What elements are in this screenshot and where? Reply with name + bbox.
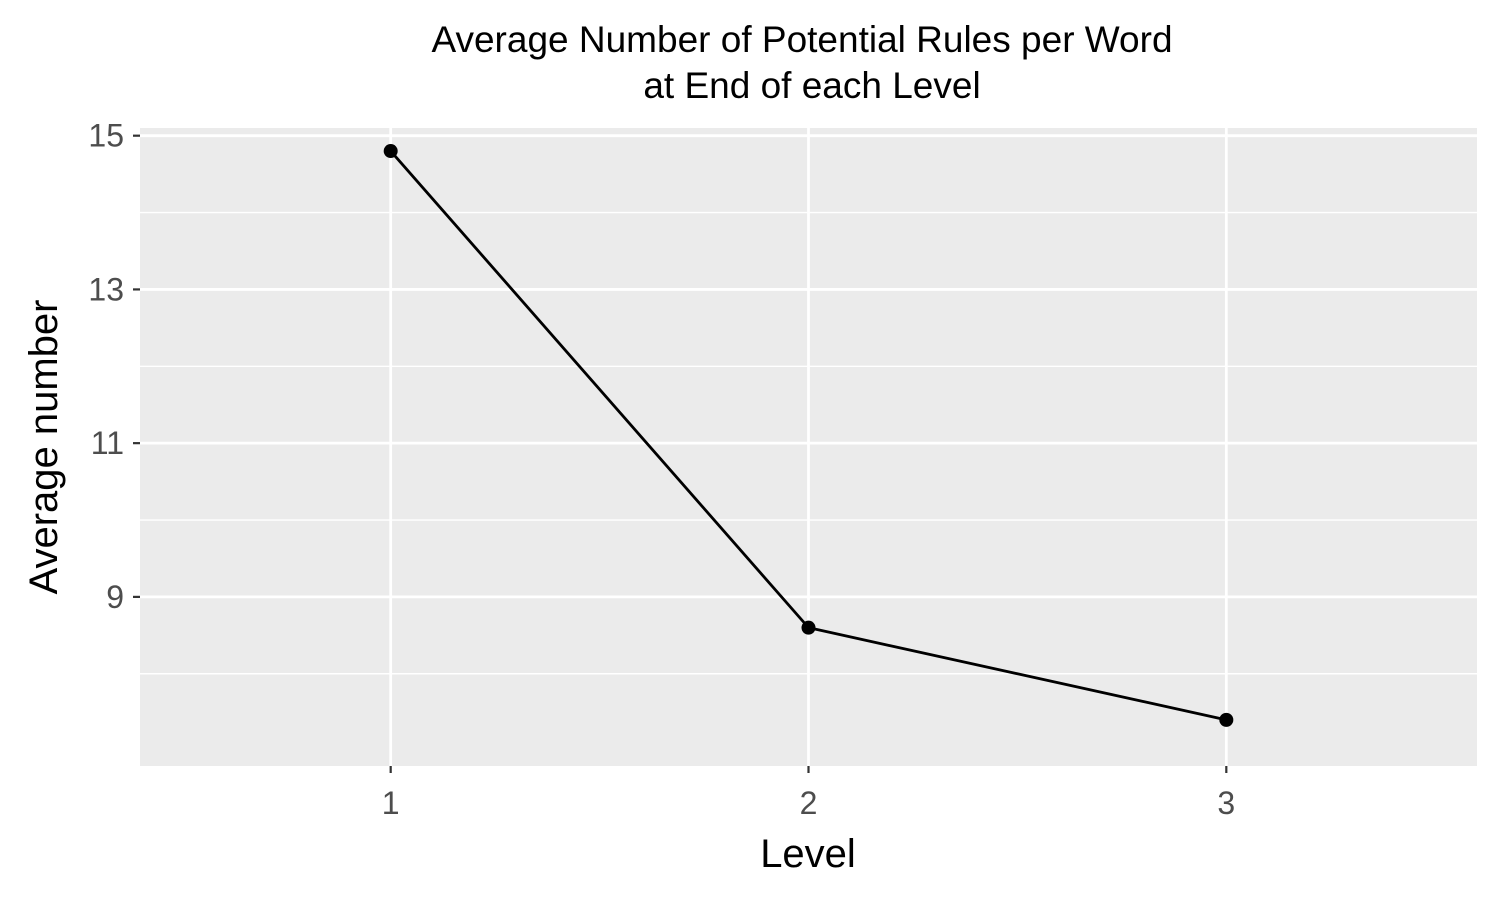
y-tick-label: 15 (88, 118, 124, 154)
chart-title-line-1: Average Number of Potential Rules per Wo… (431, 19, 1172, 60)
y-tick-label: 11 (91, 425, 124, 461)
data-point (801, 620, 816, 635)
x-tick-label: 2 (800, 785, 818, 821)
y-axis-title: Average number (22, 300, 66, 595)
data-point (1219, 712, 1234, 727)
y-tick-label: 9 (106, 579, 124, 615)
chart-title-line-2: at End of each Level (643, 65, 980, 106)
data-point (383, 144, 398, 159)
axis-layer: 9 11 13 15 1 2 3 (88, 118, 1235, 821)
y-tick-label: 13 (88, 271, 124, 307)
x-tick-label: 1 (382, 785, 400, 821)
series-layer (383, 144, 1234, 727)
x-tick-label: 3 (1217, 785, 1235, 821)
x-axis-title: Level (760, 832, 856, 876)
grid-layer (140, 128, 1477, 766)
